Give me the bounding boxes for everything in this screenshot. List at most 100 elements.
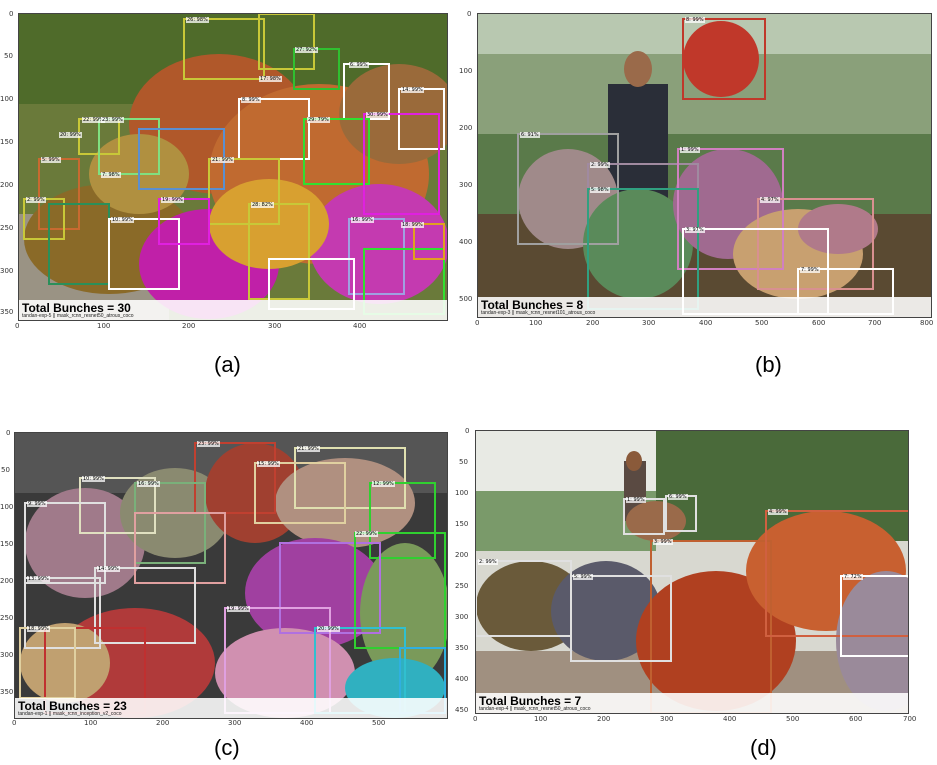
x-tick: 800	[920, 319, 934, 327]
photo-c: Total Bunches = 23 tandan-exp-1 || mask_…	[14, 432, 448, 719]
detection-label: 21: 99%	[297, 446, 320, 452]
detection-label: 16: 99%	[137, 481, 160, 487]
detection-label: 14: 99%	[97, 566, 120, 572]
y-tick: 150	[0, 540, 14, 548]
detection-label: 7: 98%	[101, 172, 121, 178]
x-tick: 300	[660, 715, 674, 723]
detection-label: 2: 99%	[26, 197, 46, 203]
x-tick: 500	[755, 319, 769, 327]
detection-label: 20: 99%	[317, 626, 340, 632]
x-tick: 600	[812, 319, 826, 327]
palm-fruit-pile-photo	[19, 14, 447, 320]
x-tick: 700	[903, 715, 917, 723]
x-tick: 100	[529, 319, 543, 327]
detection-label: 18: 99%	[27, 626, 50, 632]
x-tick: 300	[268, 322, 282, 330]
y-tick: 300	[0, 651, 14, 659]
detection-label: 6: 99%	[668, 494, 688, 500]
detection-label: 8: 99%	[241, 97, 261, 103]
y-tick: 300	[0, 267, 14, 275]
total-bunches-label: Total Bunches = 23	[18, 699, 127, 713]
x-tick: 0	[15, 322, 20, 330]
total-banner: Total Bunches = 30 tandan-exp-5 || mask_…	[19, 300, 447, 320]
detection-label: 14: 99%	[401, 87, 424, 93]
detection-label: 2: 99%	[590, 162, 610, 168]
detection-label: 29: 79%	[307, 117, 330, 123]
caption-b: (b)	[755, 352, 782, 377]
x-tick: 700	[868, 319, 882, 327]
x-tick: 200	[182, 322, 196, 330]
y-tick: 500	[459, 295, 473, 303]
x-tick: 200	[156, 719, 170, 727]
detection-label: 10: 99%	[111, 217, 134, 223]
detection-label: 10: 99%	[82, 476, 105, 482]
detection-label: 1: 99%	[626, 497, 646, 503]
y-tick: 150	[455, 520, 469, 528]
detection-label: 9: 99%	[27, 501, 47, 507]
photo-a: Total Bunches = 30 tandan-exp-5 || mask_…	[18, 13, 448, 321]
detection-label: 19: 99%	[161, 197, 184, 203]
photo-d: Total Bunches = 7 tandan-exp-4 || mask_r…	[475, 430, 909, 714]
y-tick: 450	[455, 706, 469, 714]
detection-label: 26: 98%	[186, 17, 209, 23]
total-bunches-label: Total Bunches = 7	[479, 694, 582, 708]
y-tick: 150	[0, 138, 14, 146]
y-tick: 50	[459, 458, 468, 466]
x-tick: 200	[597, 715, 611, 723]
x-tick: 0	[473, 715, 478, 723]
detection-label: 22: 99%	[82, 117, 105, 123]
y-tick: 200	[0, 181, 14, 189]
y-tick: 0	[467, 10, 472, 18]
model-subtitle: tandan-exp-1 || mask_rcnn_inception_v2_c…	[18, 711, 122, 717]
detection-label: 8: 99%	[685, 17, 705, 23]
detection-label: 18: 99%	[401, 222, 424, 228]
y-tick: 100	[455, 489, 469, 497]
x-tick: 400	[723, 715, 737, 723]
detection-label: 15: 99%	[257, 461, 280, 467]
y-tick: 0	[6, 429, 11, 437]
detection-label: 17: 98%	[259, 76, 282, 82]
harvester-with-bunches-photo	[478, 14, 931, 317]
x-tick: 300	[228, 719, 242, 727]
caption-a: (a)	[214, 352, 241, 377]
x-tick: 400	[300, 719, 314, 727]
x-tick: 500	[786, 715, 800, 723]
y-tick: 100	[0, 503, 14, 511]
x-tick: 100	[534, 715, 548, 723]
detection-label: 4: 97%	[760, 197, 780, 203]
x-tick: 400	[699, 319, 713, 327]
y-tick: 0	[465, 427, 470, 435]
detection-label: 19: 99%	[227, 606, 250, 612]
model-subtitle: tandan-exp-5 || mask_rcnn_resnet50_atrou…	[22, 313, 134, 319]
detection-label: 3: 97%	[685, 227, 705, 233]
detection-label: 6: 91%	[520, 132, 540, 138]
total-banner: Total Bunches = 23 tandan-exp-1 || mask_…	[15, 698, 447, 718]
y-tick: 50	[1, 466, 10, 474]
photo-b: Total Bunches = 8 tandan-exp-3 || mask_r…	[477, 13, 932, 318]
detection-label: 21: 99%	[211, 157, 234, 163]
total-banner: Total Bunches = 7 tandan-exp-4 || mask_r…	[476, 693, 908, 713]
model-subtitle: tandan-exp-3 || mask_rcnn_resnet101_atro…	[481, 310, 596, 316]
y-tick: 350	[455, 644, 469, 652]
detection-label: 27: 92%	[295, 47, 318, 53]
y-tick: 400	[455, 675, 469, 683]
y-tick: 200	[459, 124, 473, 132]
caption-d: (d)	[750, 735, 777, 760]
model-subtitle: tandan-exp-4 || mask_rcnn_resnet50_atrou…	[479, 706, 591, 712]
detection-label: 3: 99%	[653, 539, 673, 545]
y-tick: 250	[455, 582, 469, 590]
total-bunches-label: Total Bunches = 30	[22, 301, 131, 315]
detection-label: 5: 98%	[590, 187, 610, 193]
detection-label: 5: 99%	[573, 574, 593, 580]
detection-label: 12: 99%	[372, 481, 395, 487]
y-tick: 0	[9, 10, 14, 18]
roadside-bunches-photo	[476, 431, 908, 713]
detection-label: 6: 99%	[349, 62, 369, 68]
x-tick: 100	[84, 719, 98, 727]
y-tick: 400	[459, 238, 473, 246]
y-tick: 350	[0, 688, 14, 696]
detection-label: 7: 72%	[843, 574, 863, 580]
x-tick: 100	[97, 322, 111, 330]
detection-label: 23: 99%	[101, 117, 124, 123]
total-banner: Total Bunches = 8 tandan-exp-3 || mask_r…	[478, 297, 931, 317]
